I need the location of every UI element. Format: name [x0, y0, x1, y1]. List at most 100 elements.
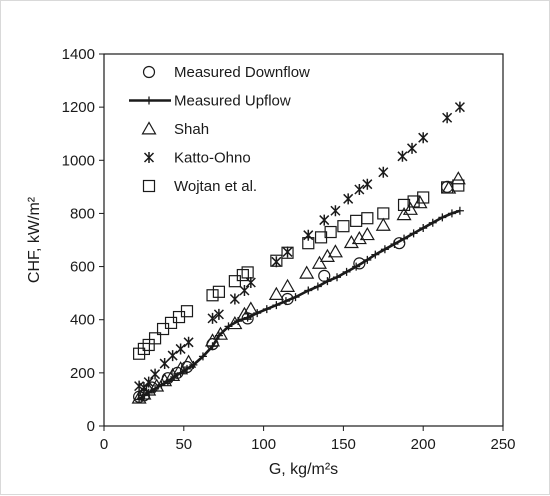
data-point	[206, 289, 219, 302]
data-point	[271, 256, 282, 268]
legend-marker	[143, 152, 155, 163]
legend-label: Measured Upflow	[174, 93, 291, 110]
data-point	[390, 239, 399, 248]
y-tick-label: 400	[70, 312, 95, 329]
data-point	[156, 322, 170, 336]
data-point	[159, 358, 170, 370]
data-point	[419, 224, 428, 233]
data-point	[176, 368, 185, 377]
data-point	[207, 312, 218, 324]
data-point	[342, 267, 351, 276]
data-point	[243, 313, 252, 322]
data-point	[418, 132, 429, 144]
data-point	[319, 248, 335, 262]
data-point	[327, 244, 343, 258]
data-point	[319, 214, 330, 226]
data-point	[272, 301, 281, 310]
data-point	[397, 150, 408, 162]
legend-label: Wojtan et al.	[174, 178, 257, 195]
data-point	[330, 205, 341, 217]
data-point	[452, 179, 465, 192]
data-point	[351, 230, 367, 245]
data-point	[208, 342, 217, 351]
data-point	[180, 305, 194, 318]
series-square	[133, 179, 465, 360]
data-point	[352, 262, 361, 271]
data-point	[137, 342, 150, 356]
data-point	[406, 142, 418, 154]
legend-marker	[142, 65, 156, 79]
data-point	[280, 278, 296, 292]
data-point	[170, 372, 179, 381]
data-point	[229, 293, 240, 305]
data-point	[198, 352, 207, 361]
data-point	[282, 246, 293, 258]
data-point	[441, 180, 454, 193]
data-point	[311, 255, 327, 269]
data-point	[144, 388, 153, 397]
data-point	[343, 193, 354, 205]
legend-marker	[141, 121, 157, 135]
data-point	[362, 178, 373, 190]
data-point	[303, 229, 314, 241]
x-axis-title: G, kg/m²s	[269, 461, 338, 478]
data-point	[291, 293, 300, 302]
data-point	[236, 268, 249, 282]
data-point	[402, 201, 418, 215]
y-axis: 0 200 400 600 800 1000 1200 1400	[62, 46, 104, 435]
y-tick-label: 800	[70, 205, 95, 222]
data-point	[304, 286, 313, 295]
data-point	[313, 282, 322, 291]
data-point	[151, 384, 160, 393]
x-tick-label: 0	[100, 436, 108, 453]
y-tick-label: 1000	[62, 152, 95, 169]
data-point	[245, 277, 256, 289]
data-point	[143, 376, 154, 388]
data-point	[213, 308, 224, 320]
data-point	[228, 275, 241, 288]
series-plus-line	[135, 206, 464, 404]
data-point	[337, 220, 350, 233]
data-point	[363, 255, 372, 264]
data-point	[343, 234, 359, 249]
data-point	[442, 112, 453, 124]
data-point	[454, 101, 465, 113]
series-line	[138, 209, 461, 401]
data-point	[214, 331, 223, 340]
plot-area	[103, 53, 504, 427]
data-point	[268, 286, 284, 300]
legend-label: Shah	[174, 121, 209, 138]
legend: Measured Downflow Measured Upflow Shah Katt…	[129, 64, 310, 195]
series-layer	[131, 101, 466, 404]
data-point	[380, 245, 389, 254]
data-point	[253, 309, 262, 318]
data-point	[333, 273, 342, 282]
data-point	[182, 364, 191, 373]
data-point	[400, 234, 409, 243]
data-point	[377, 207, 390, 220]
data-point	[281, 297, 290, 306]
data-point	[142, 338, 155, 352]
x-tick-label: 250	[490, 436, 515, 453]
y-tick-label: 600	[70, 259, 95, 276]
x-tick-label: 100	[251, 436, 276, 453]
data-point	[189, 360, 198, 369]
data-point	[323, 277, 332, 286]
data-point	[450, 171, 466, 185]
data-point	[375, 217, 391, 231]
data-point	[353, 257, 366, 270]
data-point	[412, 195, 428, 209]
x-tick-label: 200	[411, 436, 436, 453]
data-point	[135, 395, 144, 404]
y-tick-label: 1400	[62, 46, 95, 63]
legend-marker	[145, 96, 153, 105]
data-point	[438, 213, 447, 222]
legend-label: Measured Downflow	[174, 64, 310, 81]
data-point	[299, 265, 315, 279]
y-tick-label: 0	[87, 418, 95, 435]
data-point	[150, 368, 161, 380]
data-point	[350, 214, 363, 227]
y-axis-title: CHF, kW/m²	[26, 196, 43, 283]
